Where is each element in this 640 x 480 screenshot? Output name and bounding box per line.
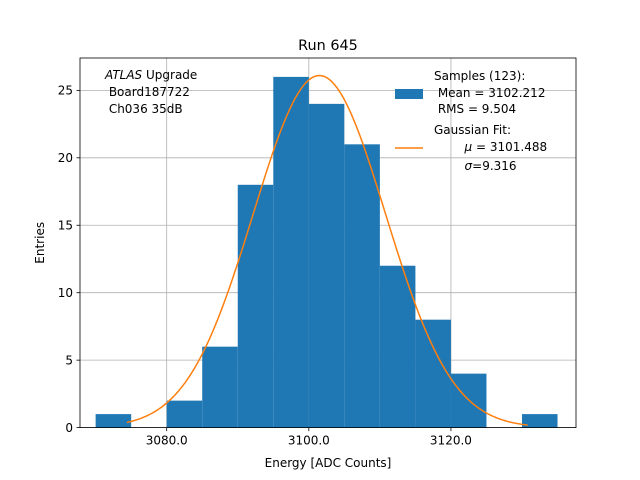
y-tick-label: 5	[65, 353, 73, 367]
svg-text:ATLAS Upgrade: ATLAS Upgrade	[104, 68, 197, 82]
legend-hist-swatch	[395, 89, 423, 99]
y-tick-label: 0	[65, 421, 73, 435]
y-tick-label: 20	[58, 151, 73, 165]
plot-frame	[79, 57, 577, 429]
legend-sigma-symbol: σ	[465, 159, 473, 173]
histogram-bar	[273, 76, 309, 428]
x-tick-label: 3120.0	[430, 434, 472, 448]
legend-sigma-value: =9.316	[472, 159, 516, 173]
histogram-bar	[521, 414, 558, 428]
legend-rms-label: RMS = 9.504	[434, 102, 516, 116]
annotation-board: Board187722	[105, 85, 190, 99]
histogram-bar	[237, 184, 274, 428]
y-tick-label: 10	[58, 286, 73, 300]
atlas-annotation: ATLAS Upgrade Board187722 Ch036 35dB	[104, 68, 197, 116]
legend-mean-label: Mean = 3102.212	[434, 86, 545, 100]
legend-samples-label: Samples (123):	[434, 69, 525, 83]
x-axis-ticks: 3080.0 3100.0 3120.0	[146, 427, 472, 448]
x-tick-label: 3080.0	[146, 434, 188, 448]
x-axis-label: Energy [ADC Counts]	[265, 456, 392, 470]
histogram-bar	[202, 346, 238, 428]
legend: Samples (123): Mean = 3102.212 RMS = 9.5…	[395, 69, 566, 173]
annotation-channel: Ch036 35dB	[105, 102, 183, 116]
histogram-bar	[95, 414, 132, 428]
y-axis-ticks: 0 5 10 15 20 25	[58, 84, 80, 435]
legend-mu-value: = 3101.488	[472, 140, 547, 154]
legend-mu-symbol: μ	[464, 140, 473, 154]
histogram-bar	[308, 103, 345, 428]
chart-title: Run 645	[298, 38, 358, 54]
annotation-upgrade: Upgrade	[142, 68, 197, 82]
histogram-bar	[344, 144, 380, 428]
y-axis-label: Entries	[33, 222, 47, 264]
x-tick-label: 3100.0	[288, 434, 330, 448]
y-tick-label: 25	[58, 84, 73, 98]
svg-text:μ = 3101.488: μ = 3101.488	[434, 140, 566, 154]
legend-fit-title: Gaussian Fit:	[434, 123, 511, 137]
y-tick-label: 15	[58, 219, 73, 233]
histogram-bar	[415, 319, 451, 428]
histogram-bar	[379, 265, 416, 428]
annotation-atlas: ATLAS	[104, 68, 143, 82]
gaussian-fit-curve	[126, 74, 528, 426]
histogram-bar	[166, 400, 203, 428]
svg-text:σ=9.316: σ=9.316	[434, 159, 536, 173]
